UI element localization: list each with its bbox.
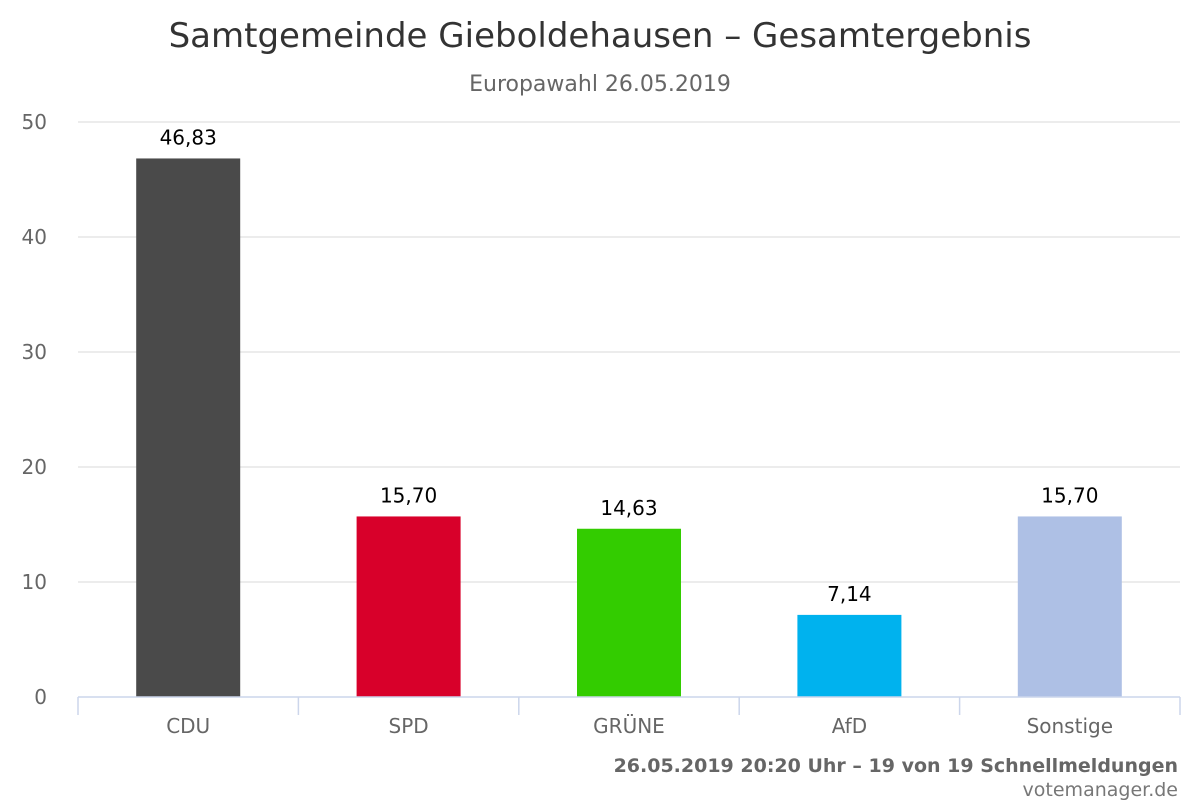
grid-lines	[78, 121, 1180, 583]
y-tick-label: 30	[22, 340, 47, 364]
data-label: 7,14	[827, 582, 872, 606]
x-tick-label: AfD	[832, 714, 867, 738]
y-tick-label: 0	[34, 685, 47, 709]
x-tick-label: GRÜNE	[593, 714, 665, 738]
bar-grüne	[577, 528, 681, 697]
footer-credit: votemanager.de	[1023, 779, 1178, 800]
data-label: 15,70	[380, 483, 437, 507]
data-label: 14,63	[600, 496, 657, 520]
x-axis-ticks: CDU SPD GRÜNE AfD Sonstige	[166, 714, 1113, 738]
x-axis	[77, 696, 1181, 715]
x-tick-label: Sonstige	[1027, 714, 1113, 738]
y-tick-label: 20	[22, 455, 47, 479]
data-labels: 46,83 15,70 14,63 7,14 15,70	[160, 125, 1099, 605]
data-label: 46,83	[160, 125, 217, 149]
chart-subtitle: Europawahl 26.05.2019	[469, 72, 731, 97]
y-axis-ticks: 0 10 20 30 40 50	[22, 110, 47, 709]
y-tick-label: 50	[22, 110, 47, 134]
y-tick-label: 40	[22, 225, 47, 249]
bars	[136, 158, 1122, 697]
data-label: 15,70	[1041, 483, 1098, 507]
bar-cdu	[136, 158, 241, 697]
y-tick-label: 10	[22, 570, 47, 594]
bar-spd	[356, 516, 461, 697]
bar-sonstige	[1017, 516, 1122, 697]
footer-status: 26.05.2019 20:20 Uhr – 19 von 19 Schnell…	[614, 755, 1178, 777]
chart-title: Samtgemeinde Gieboldehausen – Gesamterge…	[169, 16, 1032, 56]
x-tick-label: SPD	[389, 714, 429, 738]
x-tick-label: CDU	[166, 714, 210, 738]
bar-afd	[797, 614, 902, 697]
